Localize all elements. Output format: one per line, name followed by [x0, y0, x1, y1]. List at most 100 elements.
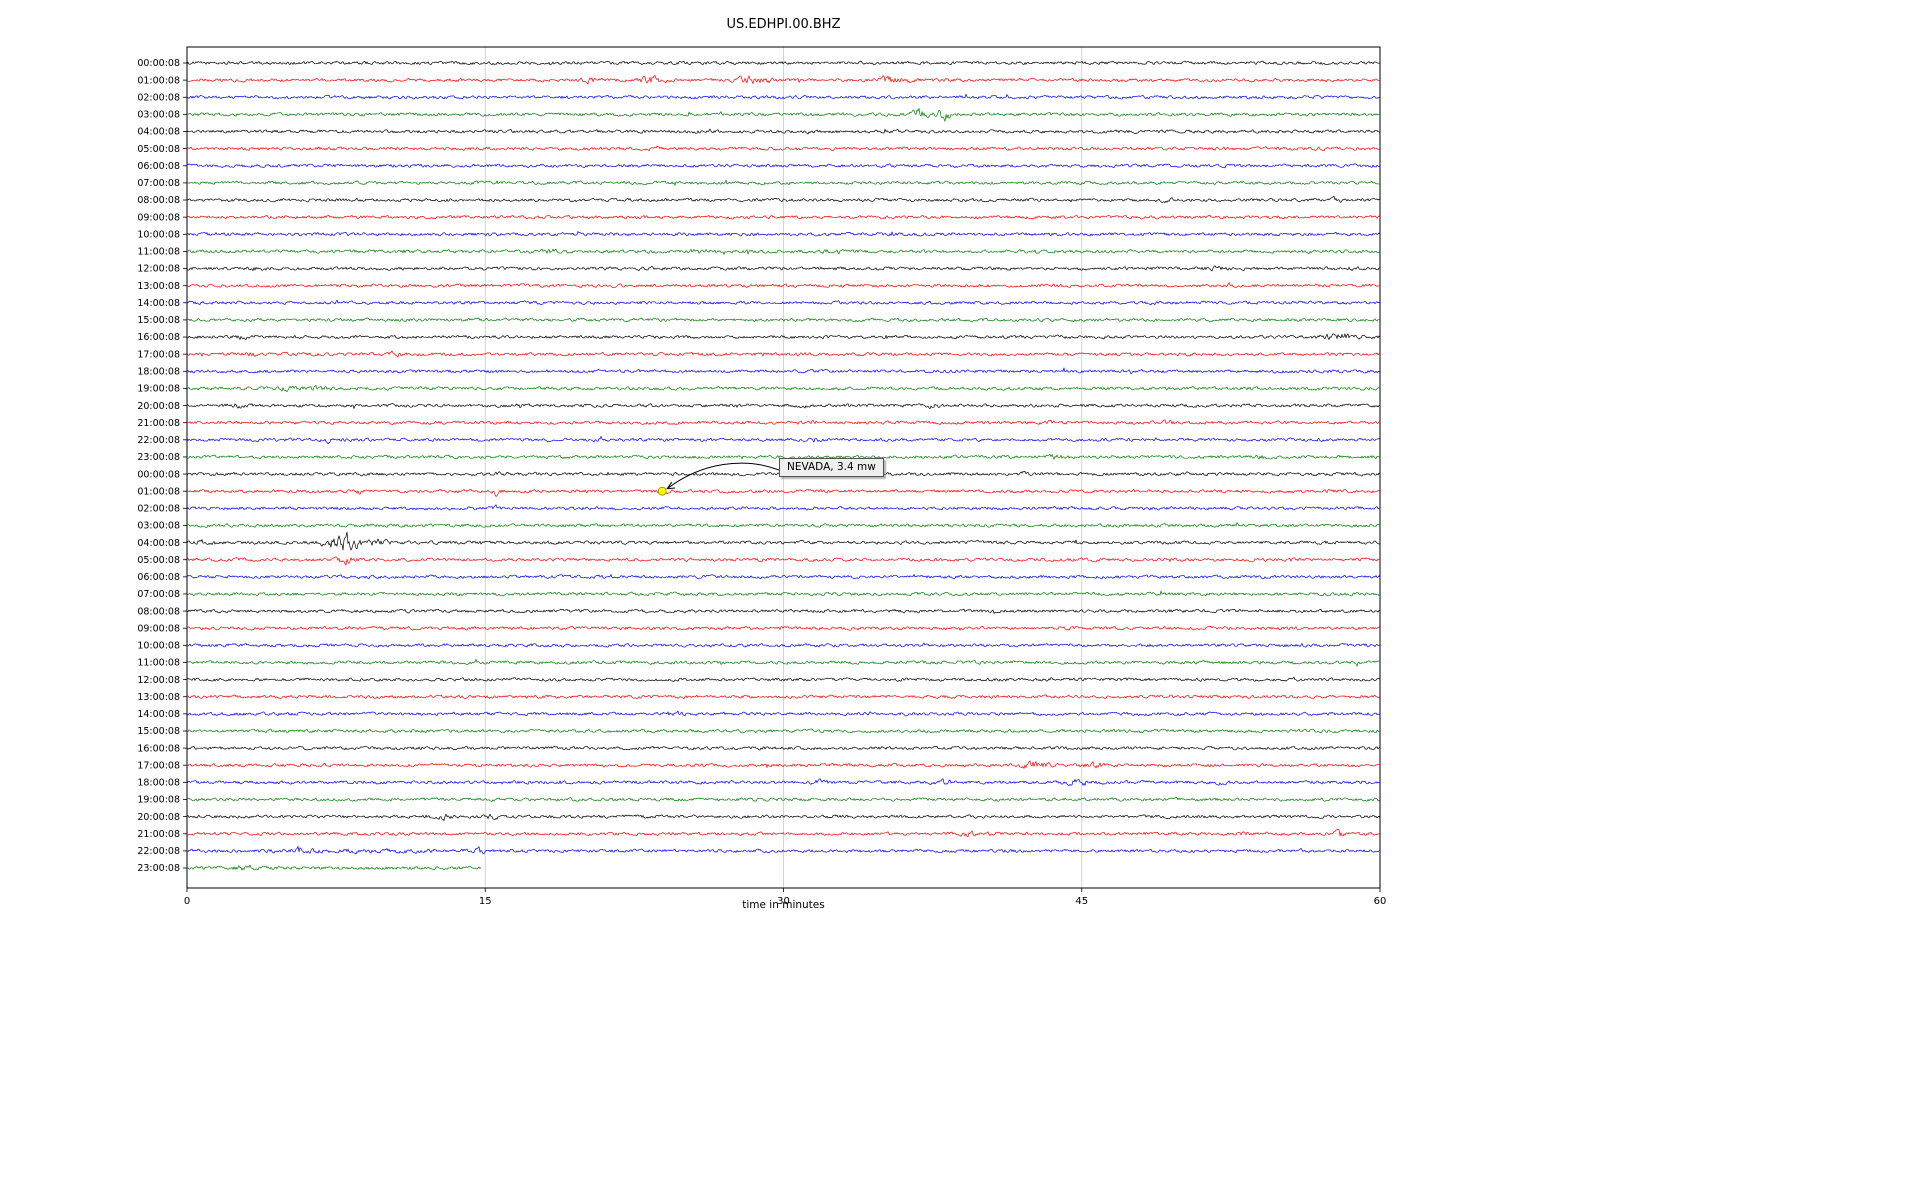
waveform-row	[186, 367, 1381, 374]
x-tick-label: 30	[777, 896, 790, 907]
waveform-row	[187, 214, 1381, 220]
x-tick-label: 15	[479, 896, 492, 907]
row-label: 20:00:08	[137, 401, 180, 412]
row-label: 19:00:08	[137, 384, 180, 395]
waveform-row	[186, 350, 1381, 358]
waveform-row	[186, 813, 1381, 821]
row-label: 15:00:08	[137, 315, 180, 326]
waveform-row	[186, 419, 1381, 425]
waveform-row	[186, 75, 1381, 85]
waveform-row	[186, 436, 1381, 445]
row-label: 02:00:08	[137, 504, 180, 515]
waveform-row	[186, 864, 482, 871]
row-label: 06:00:08	[137, 572, 180, 583]
row-label: 16:00:08	[137, 332, 180, 343]
waveform-row	[186, 676, 1381, 682]
row-label: 18:00:08	[137, 778, 180, 789]
waveform-row	[186, 93, 1381, 100]
waveform-row	[186, 760, 1381, 769]
waveform-row	[186, 642, 1381, 648]
waveform-row	[186, 282, 1381, 288]
row-label: 04:00:08	[137, 127, 180, 138]
row-label: 09:00:08	[137, 623, 180, 634]
waveform-row	[186, 488, 1381, 497]
row-label: 00:00:08	[137, 58, 180, 69]
waveform-row	[186, 845, 1381, 855]
row-label: 06:00:08	[137, 161, 180, 172]
event-annotation-label: NEVADA, 3.4 mw	[787, 461, 876, 473]
row-label: 01:00:08	[137, 486, 180, 497]
row-label: 04:00:08	[137, 538, 180, 549]
x-tick-label: 45	[1075, 896, 1088, 907]
x-tick-label: 0	[184, 896, 190, 907]
row-label: 11:00:08	[137, 658, 180, 669]
row-label: 14:00:08	[137, 709, 180, 720]
row-label: 19:00:08	[137, 795, 180, 806]
waveform-row	[187, 231, 1381, 237]
row-label: 22:00:08	[137, 435, 180, 446]
waveform-row	[186, 574, 1381, 580]
waveform-row	[186, 745, 1381, 751]
row-label: 03:00:08	[137, 110, 180, 121]
waveform-row	[186, 531, 1381, 551]
row-label: 23:00:08	[137, 863, 180, 874]
waveform-row	[186, 195, 1381, 204]
event-marker	[657, 486, 667, 496]
event-annotation: NEVADA, 3.4 mw	[779, 458, 884, 477]
x-tick-label: 60	[1374, 896, 1387, 907]
waveform-row	[186, 145, 1381, 152]
x-axis-label: time in minutes	[742, 899, 825, 911]
waveform-row	[186, 797, 1381, 802]
row-label: 07:00:08	[137, 589, 180, 600]
row-label: 05:00:08	[137, 144, 180, 155]
row-label: 17:00:08	[137, 760, 180, 771]
row-label: 13:00:08	[137, 281, 180, 292]
annotation-arrowhead	[666, 481, 676, 490]
waveform-row	[187, 625, 1381, 631]
waveform-row	[186, 590, 1381, 597]
waveform-row	[186, 333, 1381, 340]
row-label: 08:00:08	[137, 195, 180, 206]
row-label: 16:00:08	[137, 743, 180, 754]
row-label: 09:00:08	[137, 212, 180, 223]
waveform-row	[187, 299, 1381, 306]
page-title: US.EDHPI.00.BHZ	[726, 17, 841, 32]
row-label: 15:00:08	[137, 726, 180, 737]
row-label: 17:00:08	[137, 349, 180, 360]
row-label: 00:00:08	[137, 469, 180, 480]
row-label: 03:00:08	[137, 521, 180, 532]
row-label: 12:00:08	[137, 264, 180, 275]
row-label: 23:00:08	[137, 452, 180, 463]
waveform-row	[186, 128, 1381, 135]
waveform-row	[187, 163, 1381, 169]
row-label: 11:00:08	[137, 247, 180, 258]
row-label: 10:00:08	[137, 641, 180, 652]
waveform-row	[186, 265, 1381, 272]
row-label: 21:00:08	[137, 829, 180, 840]
waveform-row	[186, 608, 1381, 614]
waveform-row	[186, 179, 1381, 186]
waveform-row	[186, 60, 1381, 66]
row-label: 21:00:08	[137, 418, 180, 429]
waveform-row	[186, 317, 1381, 323]
waveform-row	[186, 710, 1381, 717]
row-label: 22:00:08	[137, 846, 180, 857]
waveform-row	[186, 454, 1381, 460]
row-label: 14:00:08	[137, 298, 180, 309]
row-label: 18:00:08	[137, 366, 180, 377]
row-label: 01:00:08	[137, 75, 180, 86]
row-label: 13:00:08	[137, 692, 180, 703]
waveform-row	[186, 403, 1381, 410]
waveform-row	[186, 107, 1380, 122]
row-label: 20:00:08	[137, 812, 180, 823]
waveform-row	[186, 778, 1381, 786]
row-label: 12:00:08	[137, 675, 180, 686]
waveform-row	[186, 694, 1381, 699]
annotation-arrow	[666, 462, 780, 490]
waveform-row	[186, 248, 1381, 255]
waveform-row	[186, 504, 1380, 511]
waveform-row	[186, 659, 1380, 667]
row-label: 05:00:08	[137, 555, 180, 566]
